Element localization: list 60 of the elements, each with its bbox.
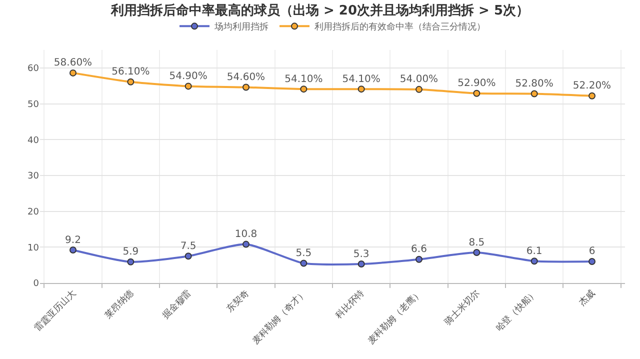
data-label: 5.3 (353, 248, 370, 260)
data-label: 6.1 (526, 246, 542, 257)
data-label: 52.80% (515, 78, 554, 90)
y-tick-label: 30 (28, 172, 40, 182)
point (70, 69, 76, 76)
point (530, 90, 538, 98)
point (416, 86, 422, 93)
data-label: 5.9 (122, 246, 139, 258)
x-tick-label: 哈登（快船） (494, 288, 540, 334)
y-tick-label: 20 (28, 207, 40, 218)
point (473, 90, 480, 97)
y-tick-label: 50 (28, 100, 40, 110)
point (300, 260, 308, 267)
x-tick-label: 麦科勒姆（奇才） (250, 288, 309, 347)
x-tick-label: 骑士米切尔 (442, 288, 482, 328)
data-label: 9.2 (65, 234, 81, 246)
data-label: 54.90% (169, 70, 208, 82)
data-label: 54.10% (342, 74, 380, 85)
point (242, 84, 250, 91)
point (358, 86, 365, 93)
legend-label: 场均利用挡拆 (214, 22, 268, 33)
point (184, 252, 192, 260)
point (184, 82, 192, 90)
point (70, 246, 76, 254)
x-tick-label: 掘金穆雷 (160, 288, 194, 322)
data-label: 58.60% (54, 58, 92, 69)
data-label: 8.5 (468, 237, 485, 248)
point (127, 78, 134, 86)
y-tick-label: 10 (28, 243, 40, 254)
chart-title: 利用挡拆后命中率最高的球员（出场 > 20次并且场均利用挡拆 > 5次） (110, 2, 530, 18)
point (588, 92, 596, 100)
data-label: 56.10% (112, 66, 150, 78)
point (127, 258, 134, 266)
data-label: 6.6 (411, 244, 427, 256)
y-tick-label: 40 (28, 136, 40, 146)
point (588, 258, 596, 265)
data-label: 52.90% (458, 78, 496, 90)
y-tick-label: 0 (33, 279, 40, 290)
x-tick-label: 莱昂纳德 (102, 288, 136, 322)
data-label: 6 (588, 246, 596, 258)
y-tick-label: 60 (28, 64, 40, 74)
x-tick-label: 雷霆亚历山大 (32, 288, 78, 334)
data-label: 5.5 (296, 248, 312, 260)
data-label: 54.60% (226, 72, 266, 84)
x-tick-label: 科比怀特 (333, 288, 367, 322)
x-tick-label: 麦科勒姆（老鹰） (366, 288, 424, 347)
point (242, 240, 250, 248)
data-label: 7.5 (180, 240, 196, 252)
data-label: 10.8 (234, 229, 258, 240)
data-label: 52.20% (572, 80, 612, 92)
legend-label: 利用挡拆后的有效命中率（结合三分情况） (314, 22, 486, 33)
x-tick-label: 杰威 (576, 288, 598, 308)
point (300, 86, 308, 93)
point (473, 249, 480, 256)
point (530, 258, 538, 265)
point (416, 256, 422, 263)
data-label: 54.10% (284, 74, 323, 85)
data-label: 54.00% (400, 74, 438, 86)
x-tick-label: 东契奇 (224, 288, 252, 315)
point (358, 260, 365, 268)
